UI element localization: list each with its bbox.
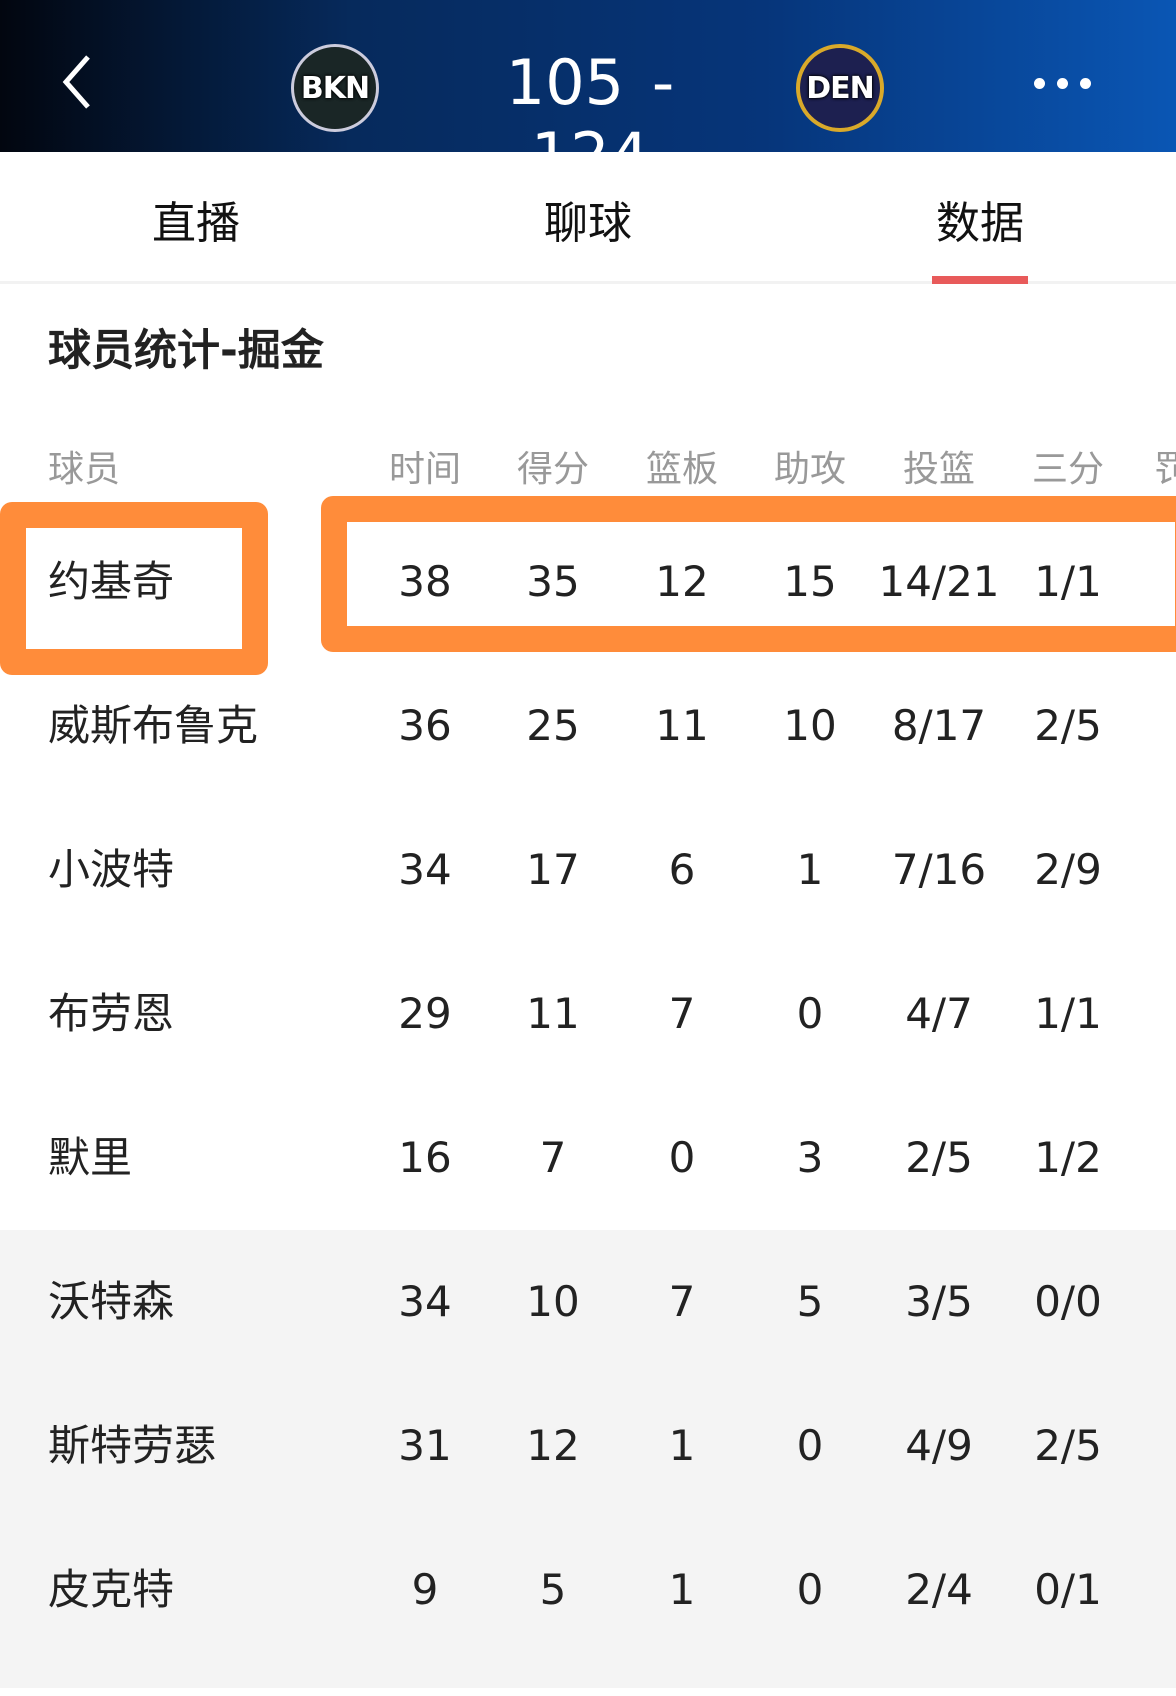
stat-3pt: 0/1 xyxy=(1034,1565,1102,1614)
stat-fg: 4/7 xyxy=(905,989,973,1038)
stat-minutes: 34 xyxy=(398,845,452,894)
stat-assists: 0 xyxy=(796,989,824,1038)
home-score: 105 xyxy=(505,46,625,119)
tab-chat[interactable]: 聊球 xyxy=(544,198,632,249)
stat-rebounds: 1 xyxy=(668,1565,696,1614)
stat-3pt: 2/9 xyxy=(1034,845,1102,894)
header-assists: 助攻 xyxy=(773,449,846,490)
back-arrow-icon[interactable] xyxy=(58,52,98,112)
stat-points: 11 xyxy=(526,989,580,1038)
stat-assists: 1 xyxy=(796,845,824,894)
stat-points: 12 xyxy=(526,1421,580,1470)
stat-assists: 0 xyxy=(796,1421,824,1470)
stat-ft: 2 xyxy=(1125,942,1176,1086)
home-team-logo[interactable]: BKN xyxy=(291,44,379,132)
stat-3pt: 2/5 xyxy=(1034,701,1102,750)
stat-3pt: 0/0 xyxy=(1034,1277,1102,1326)
stat-assists: 5 xyxy=(796,1277,824,1326)
game-header: BKN 105 - 124 DEN xyxy=(0,0,1176,192)
stat-ft: 2 xyxy=(1125,1086,1176,1230)
stat-assists: 0 xyxy=(796,1565,824,1614)
stat-fg: 7/16 xyxy=(891,845,987,894)
stat-points: 25 xyxy=(526,701,580,750)
stat-points: 5 xyxy=(539,1565,567,1614)
header-ft: 罚球 xyxy=(1153,449,1176,490)
stat-minutes: 34 xyxy=(398,1277,452,1326)
player-name[interactable]: 默里 xyxy=(48,1133,133,1182)
stat-fg: 3/5 xyxy=(905,1277,973,1326)
stat-assists: 3 xyxy=(796,1133,824,1182)
stat-points: 35 xyxy=(526,557,580,606)
stat-ft: 7 xyxy=(1125,654,1176,798)
table-row[interactable]: 默里 16 7 0 3 2/5 1/2 2 xyxy=(0,1086,1176,1230)
player-name[interactable]: 约基奇 xyxy=(48,557,175,606)
stat-rebounds: 7 xyxy=(668,989,696,1038)
stat-rebounds: 1 xyxy=(668,1421,696,1470)
header-rebounds: 篮板 xyxy=(645,449,718,490)
score-separator: - xyxy=(651,46,675,119)
stat-rebounds: 12 xyxy=(655,557,709,606)
header-minutes: 时间 xyxy=(388,449,461,490)
header-points: 得分 xyxy=(516,449,589,490)
stat-3pt: 1/1 xyxy=(1034,557,1102,606)
header-fg: 投篮 xyxy=(902,449,975,490)
stat-rebounds: 7 xyxy=(668,1277,696,1326)
stat-fg: 14/21 xyxy=(878,557,1000,606)
stat-3pt: 1/2 xyxy=(1034,1133,1102,1182)
stat-fg: 4/9 xyxy=(905,1421,973,1470)
stat-ft: 1 xyxy=(1125,798,1176,942)
stat-ft: 2 xyxy=(1125,1374,1176,1518)
stat-3pt: 1/1 xyxy=(1034,989,1102,1038)
stat-points: 10 xyxy=(526,1277,580,1326)
stat-assists: 10 xyxy=(783,701,837,750)
table-row[interactable]: 布劳恩 29 11 7 0 4/7 1/1 2 xyxy=(0,942,1176,1086)
stat-points: 7 xyxy=(539,1133,567,1182)
stat-minutes: 9 xyxy=(411,1565,439,1614)
stat-minutes: 31 xyxy=(398,1421,452,1470)
table-header: 球员 时间 得分 篮板 助攻 投篮 三分 罚球 xyxy=(0,440,1176,500)
stat-minutes: 36 xyxy=(398,701,452,750)
active-tab-indicator xyxy=(932,276,1028,284)
section-title: 球员统计-掘金 xyxy=(48,326,324,376)
table-row[interactable]: 斯特劳瑟 31 12 1 0 4/9 2/5 2 xyxy=(0,1374,1176,1518)
stat-minutes: 29 xyxy=(398,989,452,1038)
stat-fg: 2/4 xyxy=(905,1565,973,1614)
header-player: 球员 xyxy=(48,449,121,490)
stat-rebounds: 0 xyxy=(668,1133,696,1182)
player-name[interactable]: 小波特 xyxy=(48,845,175,894)
tab-stats[interactable]: 数据 xyxy=(936,198,1024,249)
player-name[interactable]: 威斯布鲁克 xyxy=(48,701,259,750)
stat-minutes: 16 xyxy=(398,1133,452,1182)
stat-fg: 8/17 xyxy=(891,701,987,750)
table-row[interactable]: 沃特森 34 10 7 5 3/5 0/0 4 xyxy=(0,1230,1176,1374)
highlight-box-stats xyxy=(321,496,1176,652)
tab-bar: 直播 聊球 数据 xyxy=(0,152,1176,284)
table-row[interactable]: 皮克特 9 5 1 0 2/4 0/1 1 xyxy=(0,1518,1176,1688)
stat-minutes: 38 xyxy=(398,557,452,606)
more-icon[interactable] xyxy=(1034,78,1091,89)
stat-3pt: 2/5 xyxy=(1034,1421,1102,1470)
stat-ft: 1 xyxy=(1125,1518,1176,1662)
highlight-box-name xyxy=(0,502,268,675)
player-name[interactable]: 布劳恩 xyxy=(48,989,175,1038)
stat-rebounds: 11 xyxy=(655,701,709,750)
player-name[interactable]: 斯特劳瑟 xyxy=(48,1421,217,1470)
stat-rebounds: 6 xyxy=(668,845,696,894)
player-name[interactable]: 皮克特 xyxy=(48,1565,175,1614)
score: 105 - 124 xyxy=(440,46,740,192)
player-name[interactable]: 沃特森 xyxy=(48,1277,175,1326)
table-row[interactable]: 约基奇 38 35 12 15 14/21 1/1 xyxy=(0,510,1176,654)
table-row[interactable]: 小波特 34 17 6 1 7/16 2/9 1 xyxy=(0,798,1176,942)
away-team-logo[interactable]: DEN xyxy=(796,44,884,132)
table-row[interactable]: 威斯布鲁克 36 25 11 10 8/17 2/5 7 xyxy=(0,654,1176,798)
header-3pt: 三分 xyxy=(1031,449,1104,490)
stat-ft: 4 xyxy=(1125,1230,1176,1374)
away-score: 124 xyxy=(530,119,650,192)
stat-fg: 2/5 xyxy=(905,1133,973,1182)
stat-assists: 15 xyxy=(783,557,837,606)
stat-points: 17 xyxy=(526,845,580,894)
tab-live[interactable]: 直播 xyxy=(152,198,240,249)
